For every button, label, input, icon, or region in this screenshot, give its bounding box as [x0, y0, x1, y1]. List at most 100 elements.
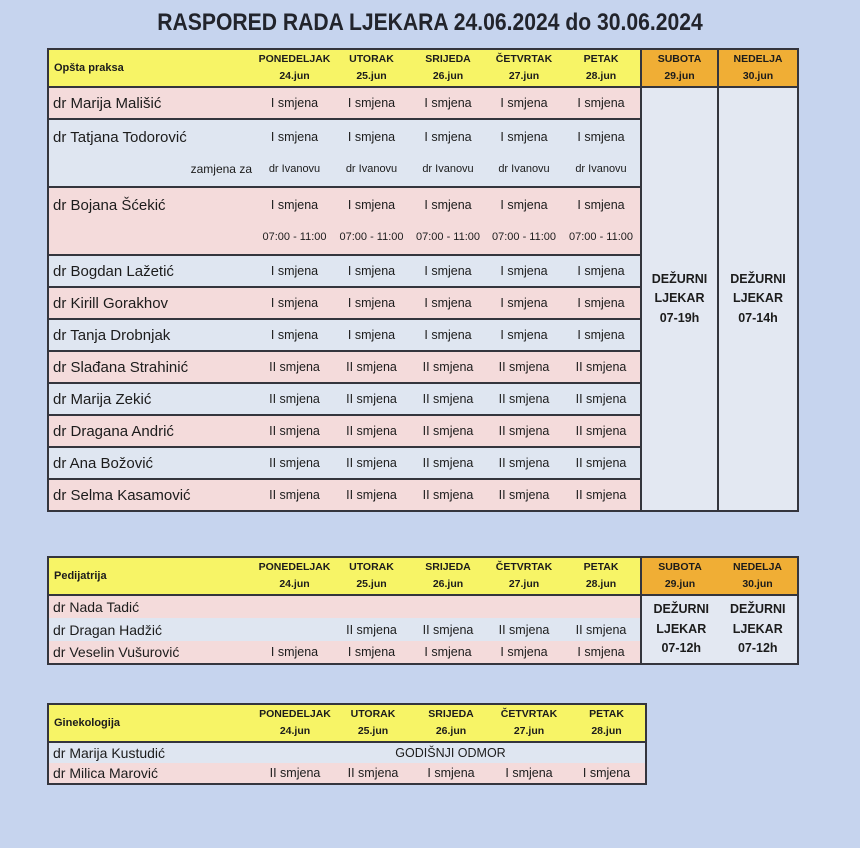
shift-cell: II smjena [486, 446, 562, 479]
doctor-name-note [53, 221, 255, 253]
page-title: RASPORED RADA LJEKARA 24.06.2024 do 30.0… [157, 9, 703, 36]
shift-cell [562, 595, 641, 618]
doctor-name-cell: dr Marija Mališić [48, 86, 256, 119]
duty-line: DEŽURNI [729, 602, 786, 617]
doctor-name-cell: dr Tanja Drobnjak [48, 318, 256, 351]
shift-cell: II smjena [333, 350, 410, 383]
doctor-name: dr Tatjana Todorović [53, 128, 187, 146]
day-header: UTORAK 25.jun [334, 704, 412, 743]
day-date: 25.jun [356, 70, 387, 82]
doctor-name-cell: dr Ana Božović [48, 446, 256, 479]
day-header: SRIJEDA 26.jun [410, 557, 486, 596]
shift-cell [333, 595, 410, 618]
shift-cell: II smjena [256, 763, 334, 784]
shift-value: I smjena [347, 130, 396, 144]
shift-cell: I smjena [486, 86, 562, 119]
table-row: dr Selma Kasamović II smjena II smjena II s… [48, 478, 798, 511]
doctor-name-cell: dr Veselin Vušurović [48, 641, 256, 664]
day-header: ČETVRTAK 27.jun [486, 49, 562, 88]
shift-cell: II smjena [486, 414, 562, 447]
shift-cell: I smjena [562, 318, 641, 351]
shift-cell: I smjena [256, 86, 333, 119]
shift-cell: I smjena [486, 286, 562, 319]
shift-cell: II smjena [333, 478, 410, 511]
day-name: NEDELJA [733, 53, 783, 65]
doctor-name-note: zamjena za [190, 162, 252, 176]
shift-cell: I smjena dr Ivanovu [256, 118, 333, 187]
table-row: dr Milica Marović II smjena II smjena I smj… [48, 763, 646, 784]
weekend-day-header: SUBOTA 29.jun [640, 49, 718, 88]
shift-cell: I smjena [410, 318, 486, 351]
day-date: 27.jun [508, 70, 540, 82]
vacation-cell: GODIŠNJI ODMOR [256, 742, 646, 763]
shift-cell: II smjena [333, 382, 410, 415]
day-name: PONEDELJAK [258, 53, 331, 65]
doctor-name-cell: dr Milica Marović [48, 763, 256, 784]
shift-cell: II smjena [256, 382, 333, 415]
shift-cell: II smjena [334, 763, 412, 784]
day-header: UTORAK 25.jun [333, 49, 410, 88]
shift-detail: dr Ivanovu [422, 163, 474, 175]
shift-cell: II smjena [410, 414, 486, 447]
shift-value: I smjena [424, 198, 472, 212]
day-date: 27.jun [508, 578, 540, 590]
shift-cell: I smjena 07:00 - 11:00 [486, 186, 562, 255]
weekend-day-header: SUBOTA 29.jun [640, 557, 718, 596]
shift-cell: I smjena [562, 286, 641, 319]
shift-cell: I smjena [486, 254, 562, 287]
duty-line: LJEKAR [656, 621, 707, 636]
day-header: PONEDELJAK 24.jun [256, 557, 333, 596]
shift-cell: II smjena [256, 478, 333, 511]
shift-cell: II smjena [562, 478, 641, 511]
doctor-name-cell: dr Dragan Hadžić [48, 618, 256, 641]
shift-cell: I smjena [410, 254, 486, 287]
shift-detail: 07:00 - 11:00 [262, 231, 327, 243]
shift-cell: II smjena [486, 350, 562, 383]
section-label: Pedijatrija [48, 557, 256, 596]
doctor-name-cell: dr Nada Tadić [48, 595, 256, 618]
day-header: UTORAK 25.jun [333, 557, 410, 596]
duty-line: 07-14h [738, 310, 778, 325]
shift-cell: I smjena [333, 86, 410, 119]
doctor-name-cell: dr Kirill Gorakhov [48, 286, 256, 319]
shift-cell: I smjena dr Ivanovu [410, 118, 486, 187]
shift-detail: dr Ivanovu [498, 163, 550, 175]
sunday-duty-cell: DEŽURNI LJEKAR 07-14h [717, 87, 798, 511]
table-row: dr Slađana Strahinić II smjena II smjena II… [48, 350, 798, 383]
shift-value: I smjena [500, 130, 548, 144]
table-row: dr Marija Kustudić GODIŠNJI ODMOR [48, 742, 646, 763]
table-row: dr Marija Mališić I smjena I smjena I smjen… [48, 86, 798, 511]
shift-cell [410, 595, 486, 618]
table-row: dr Bojana Šćekić I smjena 07:00 - 11:00 I s… [48, 186, 798, 255]
day-name: UTORAK [349, 561, 394, 573]
day-header: PETAK 28.jun [568, 704, 646, 743]
day-name: PETAK [583, 561, 619, 573]
shift-cell: I smjena [256, 254, 333, 287]
day-header: PONEDELJAK 24.jun [256, 49, 333, 88]
weekend-duty-columns: DEŽURNI LJEKAR 07-12h DEŽURNI LJEKAR 07-12h [643, 600, 796, 658]
table-row: dr Dragana Andrić II smjena II smjena II sm… [48, 414, 798, 447]
shift-cell: I smjena [562, 641, 641, 664]
schedule-table-ginekologija: Ginekologija PONEDELJAK 24.jun UTORAK 25.jun… [47, 703, 647, 785]
shift-value: I smjena [577, 130, 625, 144]
day-name: PETAK [589, 708, 624, 720]
shift-cell: II smjena [486, 478, 562, 511]
day-header: ČETVRTAK 27.jun [490, 704, 568, 743]
shift-detail: dr Ivanovu [268, 163, 321, 175]
doctor-name-cell: dr Bojana Šćekić [48, 186, 256, 255]
header-row-ginekologija: Ginekologija PONEDELJAK 24.jun UTORAK 25.jun… [48, 704, 646, 743]
shift-cell: I smjena 07:00 - 11:00 [333, 186, 410, 255]
day-name: UTORAK [350, 708, 396, 720]
shift-cell: I smjena [568, 763, 646, 784]
shift-cell: I smjena [333, 286, 410, 319]
schedule-table-opsta-praksa: Opšta praksa PONEDELJAK 24.jun UTORAK 25.jun… [47, 48, 799, 512]
shift-cell: I smjena [410, 641, 486, 664]
weekend-day-header: NEDELJA 30.jun [718, 557, 798, 596]
table-row: dr Marija Zekić II smjena II smjena II smje… [48, 382, 798, 415]
shift-cell: II smjena [410, 350, 486, 383]
saturday-duty-cell: DEŽURNI LJEKAR 07-12h [643, 600, 720, 658]
day-name: SUBOTA [657, 53, 702, 65]
shift-cell: I smjena [412, 763, 490, 784]
day-date: 26.jun [432, 578, 464, 590]
shift-cell: II smjena [410, 618, 486, 641]
